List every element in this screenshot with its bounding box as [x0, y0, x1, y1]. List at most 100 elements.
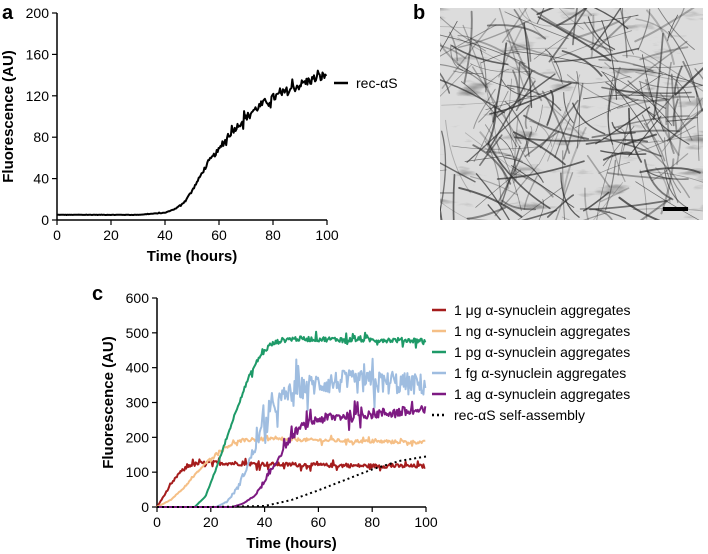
fibril — [484, 124, 522, 211]
fibril — [616, 96, 679, 109]
fibril — [486, 24, 547, 40]
fibril — [639, 46, 689, 61]
fibril — [510, 172, 554, 198]
fibril — [598, 59, 654, 72]
fibril — [595, 16, 632, 50]
fibril — [445, 119, 471, 194]
fibril — [484, 140, 502, 211]
fibril — [470, 175, 519, 196]
legend-label-0: 1 μg α-synuclein aggregates — [454, 302, 630, 318]
fibril — [637, 8, 651, 51]
fibril — [539, 99, 579, 149]
fibril — [471, 66, 522, 145]
fibril — [593, 8, 629, 30]
fibril — [668, 30, 698, 97]
fibril — [553, 47, 639, 63]
fibril — [451, 44, 509, 66]
fibril — [584, 187, 590, 220]
fibril — [487, 104, 497, 145]
fibril — [440, 79, 506, 114]
fibril — [470, 63, 536, 73]
fibril — [562, 150, 565, 220]
fibril — [498, 27, 523, 78]
fibril — [487, 142, 551, 210]
fibril — [547, 74, 581, 162]
x-tick-label: 0 — [53, 227, 61, 243]
fibril — [440, 24, 497, 57]
chart-c: 0 20 40 60 80 100 0 100 200 300 400 500 600 Time (hou… — [100, 290, 630, 552]
x-tick-label: 0 — [153, 514, 161, 530]
fibril — [440, 64, 473, 97]
fibril — [643, 122, 666, 162]
fibril — [676, 83, 683, 165]
fibril — [593, 182, 624, 220]
series-line-5 — [157, 455, 427, 508]
fibril — [560, 8, 575, 10]
fibril — [479, 131, 510, 189]
fibril — [659, 70, 691, 103]
fibril — [646, 110, 690, 145]
fibril — [664, 137, 682, 194]
fibril — [605, 81, 656, 117]
y-tick-label: 80 — [33, 129, 49, 145]
fibril — [644, 171, 703, 183]
fibril — [554, 118, 571, 158]
fibril — [666, 108, 703, 142]
x-tick-label: 40 — [257, 514, 273, 530]
fibril — [530, 8, 613, 52]
fibril — [603, 137, 662, 157]
fibril — [622, 54, 664, 76]
fibril — [538, 199, 545, 220]
x-tick-label: 20 — [103, 227, 119, 243]
fibril — [632, 62, 703, 69]
y-axis-title: Fluorescence (AU) — [100, 336, 117, 469]
fibril — [627, 80, 667, 109]
series-line-4 — [156, 400, 427, 508]
y-axis-title: Fluorescence (AU) — [0, 50, 17, 183]
fibril — [665, 61, 672, 126]
fibril — [457, 19, 531, 49]
series-line-2 — [156, 330, 427, 508]
fibril — [574, 99, 639, 129]
fibril — [502, 47, 568, 52]
fibril — [466, 217, 489, 220]
fibril — [587, 16, 616, 50]
fibril — [452, 173, 456, 220]
x-tick-label: 80 — [364, 514, 380, 530]
fibril — [501, 78, 541, 98]
fibril — [521, 209, 558, 220]
fibril — [479, 61, 500, 154]
y-tick-label: 600 — [126, 290, 150, 306]
legend-label-0: rec-αS — [356, 75, 398, 91]
x-tick-label: 80 — [265, 227, 281, 243]
fibril — [639, 142, 691, 199]
fibril — [607, 172, 671, 180]
x-tick-label: 20 — [203, 514, 219, 530]
fibril — [457, 37, 536, 80]
fibril — [655, 167, 671, 204]
fibril — [544, 48, 563, 82]
series-line-0 — [56, 69, 328, 216]
x-tick-label: 100 — [315, 227, 339, 243]
fibril — [478, 102, 498, 123]
fibril — [596, 153, 614, 220]
panel-b-letter: b — [413, 2, 425, 24]
x-axis-title: Time (hours) — [147, 248, 238, 265]
fibril — [536, 8, 555, 16]
fibril — [619, 8, 628, 58]
fibril — [641, 114, 679, 204]
fibril — [537, 16, 612, 62]
x-tick-label: 60 — [211, 227, 227, 243]
fibril — [440, 63, 488, 89]
fibril — [440, 192, 454, 194]
y-tick-label: 120 — [26, 88, 50, 104]
fibril — [572, 8, 578, 46]
fibril — [512, 50, 603, 68]
fibril — [585, 139, 649, 145]
fibril — [440, 169, 447, 171]
fibril — [475, 169, 522, 208]
legend-label-4: 1 ag α-synuclein aggregates — [454, 386, 630, 402]
fibril — [635, 18, 673, 38]
fibril — [664, 169, 689, 209]
